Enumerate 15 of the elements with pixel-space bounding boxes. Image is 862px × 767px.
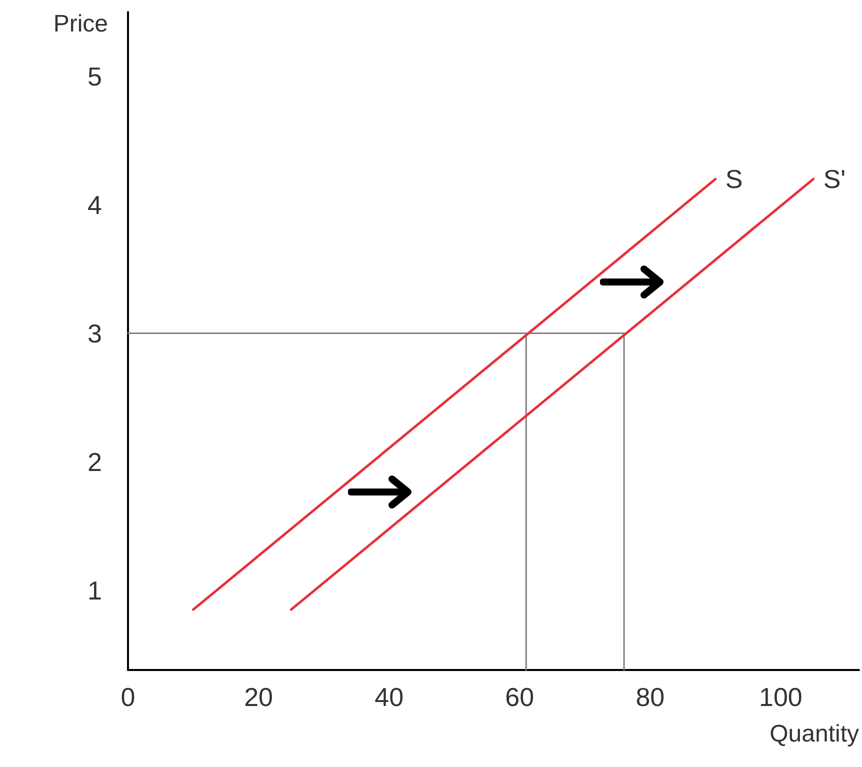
- x-tick-label: 80: [636, 682, 665, 712]
- x-tick-label: 0: [120, 682, 136, 712]
- y-tick-label: 1: [88, 575, 102, 606]
- y-tick-label: 5: [88, 61, 102, 92]
- x-tick-label: 60: [505, 682, 534, 712]
- x-tick-label: 100: [758, 682, 802, 712]
- series-label: S': [823, 164, 846, 194]
- x-tick-label: 40: [374, 682, 404, 712]
- x-tick-label: 20: [244, 682, 273, 712]
- x-axis-title: Quantity: [770, 720, 859, 748]
- series-label: S: [725, 164, 743, 194]
- y-tick-label: 4: [88, 190, 102, 220]
- y-axis-title: Price: [53, 10, 108, 38]
- y-tick-label: 3: [88, 318, 102, 348]
- y-tick-label: 2: [88, 446, 102, 477]
